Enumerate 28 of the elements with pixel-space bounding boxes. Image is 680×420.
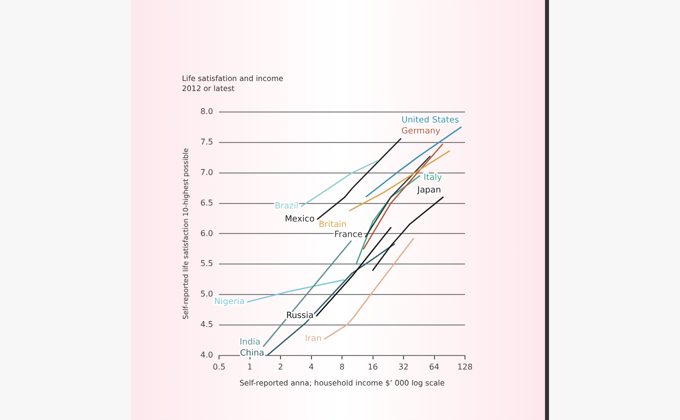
y-tick-label: 4.5	[200, 320, 214, 330]
series-label: Japan	[416, 185, 442, 196]
series-label: Germany	[401, 126, 440, 136]
x-tick-label: 1	[247, 362, 252, 372]
series-label: United States	[401, 115, 460, 126]
y-tick-label: 7.5	[200, 138, 214, 147]
series-label: Italy	[424, 173, 442, 184]
series-label: Brazil	[274, 202, 298, 212]
x-tick-label: 32	[398, 362, 409, 372]
series-label: Britain	[318, 220, 347, 230]
series-label: Iran	[305, 334, 322, 344]
y-tick-label: 6.5	[200, 198, 214, 208]
x-tick-label: 128	[457, 362, 473, 372]
x-tick-label: 2	[278, 362, 284, 372]
y-tick-label: 5.5	[200, 259, 214, 268]
y-tick-label: 4.0	[200, 350, 214, 360]
x-tick-label: 64	[429, 362, 440, 372]
x-tick-label: 0.5	[212, 362, 226, 372]
y-tick-label: 6.0	[200, 228, 214, 238]
series-label: Nigeria	[214, 297, 245, 308]
series-label: Mexico	[284, 214, 315, 224]
series-label: India	[240, 337, 260, 348]
y-tick-label: 8.0	[200, 107, 214, 116]
x-tick-label: 8	[340, 362, 345, 372]
x-tick-label: 4	[308, 362, 314, 372]
x-tick-label: 16	[368, 362, 378, 372]
y-tick-label: 7.0	[200, 168, 214, 177]
y-tick-label: 5.0	[200, 290, 214, 299]
